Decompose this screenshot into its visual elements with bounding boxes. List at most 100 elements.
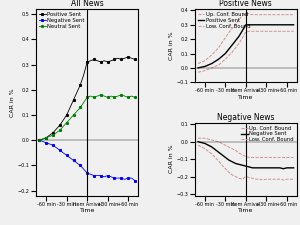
Up. Conf. Bound bbox=[210, 54, 214, 56]
Positive Sent bbox=[206, 64, 210, 66]
Positive Sent bbox=[210, 62, 214, 65]
Low. Conf. Bound bbox=[213, 65, 217, 68]
X-axis label: Time: Time bbox=[238, 208, 254, 213]
Up. Conf. Bound bbox=[254, 14, 258, 16]
Negative Sent bbox=[278, 166, 282, 169]
Up. Conf. Bound bbox=[265, 14, 268, 16]
Negative Sent bbox=[113, 177, 116, 179]
Low. Conf. Bound bbox=[224, 58, 227, 61]
Positive Sent bbox=[271, 23, 275, 26]
Positive Sent bbox=[285, 23, 289, 26]
Low. Conf. Bound bbox=[196, 71, 200, 74]
Negative Sent bbox=[41, 140, 45, 143]
Negative Sent bbox=[251, 166, 254, 169]
Negative Sent bbox=[230, 160, 234, 163]
Negative Sent bbox=[282, 167, 285, 170]
Negative Sent bbox=[258, 166, 261, 169]
Low. Conf. Bound bbox=[210, 67, 214, 69]
Positive Sent bbox=[220, 55, 224, 58]
Positive Sent bbox=[65, 114, 68, 116]
Low. Conf. Bound bbox=[220, 61, 224, 63]
Negative Sent bbox=[237, 163, 241, 166]
Positive Sent bbox=[102, 59, 106, 62]
Negative Sent bbox=[130, 177, 133, 179]
Neutral Sent bbox=[99, 93, 103, 96]
Negative Sent bbox=[268, 166, 272, 169]
Up. Conf. Bound bbox=[227, 31, 231, 34]
Up. Conf. Bound bbox=[285, 156, 289, 159]
Title: Positive News: Positive News bbox=[219, 0, 272, 8]
Low. Conf. Bound bbox=[248, 176, 251, 179]
Legend: Positive Sent, Negative Sent, Neutral Sent: Positive Sent, Negative Sent, Neutral Se… bbox=[39, 12, 85, 29]
Negative Sent bbox=[65, 154, 68, 157]
Up. Conf. Bound bbox=[271, 14, 275, 16]
Line: Positive Sent: Positive Sent bbox=[39, 56, 136, 141]
Positive Sent bbox=[106, 61, 110, 63]
Up. Conf. Bound bbox=[234, 149, 237, 152]
Up. Conf. Bound bbox=[251, 156, 254, 159]
Negative Sent bbox=[72, 159, 75, 162]
Low. Conf. Bound bbox=[203, 69, 207, 72]
Neutral Sent bbox=[123, 95, 127, 97]
Low. Conf. Bound bbox=[251, 177, 254, 180]
Low. Conf. Bound bbox=[268, 178, 272, 180]
Negative Sent bbox=[220, 153, 224, 156]
Low. Conf. Bound bbox=[254, 30, 258, 33]
Low. Conf. Bound bbox=[217, 64, 220, 66]
Low. Conf. Bound bbox=[224, 167, 227, 170]
Neutral Sent bbox=[96, 95, 99, 97]
Line: Negative Sent: Negative Sent bbox=[198, 142, 294, 169]
Up. Conf. Bound bbox=[278, 156, 282, 159]
Up. Conf. Bound bbox=[237, 152, 241, 154]
Negative Sent bbox=[126, 177, 130, 179]
Positive Sent bbox=[85, 61, 89, 63]
Low. Conf. Bound bbox=[261, 30, 265, 33]
Negative Sent bbox=[210, 146, 214, 148]
Negative Sent bbox=[119, 177, 123, 179]
Up. Conf. Bound bbox=[217, 46, 220, 49]
Neutral Sent bbox=[130, 95, 133, 97]
Negative Sent bbox=[292, 166, 296, 169]
Negative Sent bbox=[288, 166, 292, 169]
Up. Conf. Bound bbox=[282, 14, 285, 16]
Y-axis label: CAR in %: CAR in % bbox=[169, 145, 174, 173]
Low. Conf. Bound bbox=[261, 179, 265, 181]
Negative Sent bbox=[213, 148, 217, 151]
Up. Conf. Bound bbox=[251, 14, 254, 16]
Neutral Sent bbox=[72, 114, 75, 116]
Line: Up. Conf. Bound: Up. Conf. Bound bbox=[198, 138, 294, 158]
Negative Sent bbox=[285, 166, 289, 169]
Up. Conf. Bound bbox=[234, 23, 237, 25]
Positive Sent bbox=[109, 59, 113, 62]
Negative Sent bbox=[224, 156, 227, 159]
Negative Sent bbox=[44, 141, 48, 144]
Negative Sent bbox=[55, 146, 58, 149]
Up. Conf. Bound bbox=[241, 14, 244, 17]
Positive Sent bbox=[119, 58, 123, 61]
Negative Sent bbox=[234, 162, 237, 165]
Neutral Sent bbox=[68, 117, 72, 120]
Low. Conf. Bound bbox=[227, 171, 231, 173]
Negative Sent bbox=[85, 172, 89, 174]
Up. Conf. Bound bbox=[254, 156, 258, 159]
Low. Conf. Bound bbox=[227, 54, 231, 57]
Neutral Sent bbox=[109, 95, 113, 97]
Negative Sent bbox=[244, 165, 247, 167]
Negative Sent bbox=[109, 176, 113, 178]
Low. Conf. Bound bbox=[237, 177, 241, 180]
Up. Conf. Bound bbox=[265, 156, 268, 159]
Positive Sent bbox=[227, 48, 231, 51]
Neutral Sent bbox=[79, 106, 82, 109]
Up. Conf. Bound bbox=[288, 14, 292, 16]
Up. Conf. Bound bbox=[244, 12, 247, 15]
Title: Negative News: Negative News bbox=[217, 113, 274, 122]
Up. Conf. Bound bbox=[288, 156, 292, 159]
Negative Sent bbox=[275, 166, 278, 169]
Negative Sent bbox=[61, 151, 65, 154]
Neutral Sent bbox=[116, 95, 120, 97]
Up. Conf. Bound bbox=[292, 156, 296, 159]
Negative Sent bbox=[271, 166, 275, 169]
Up. Conf. Bound bbox=[220, 41, 224, 44]
Line: Up. Conf. Bound: Up. Conf. Bound bbox=[198, 13, 294, 64]
Positive Sent bbox=[265, 23, 268, 26]
